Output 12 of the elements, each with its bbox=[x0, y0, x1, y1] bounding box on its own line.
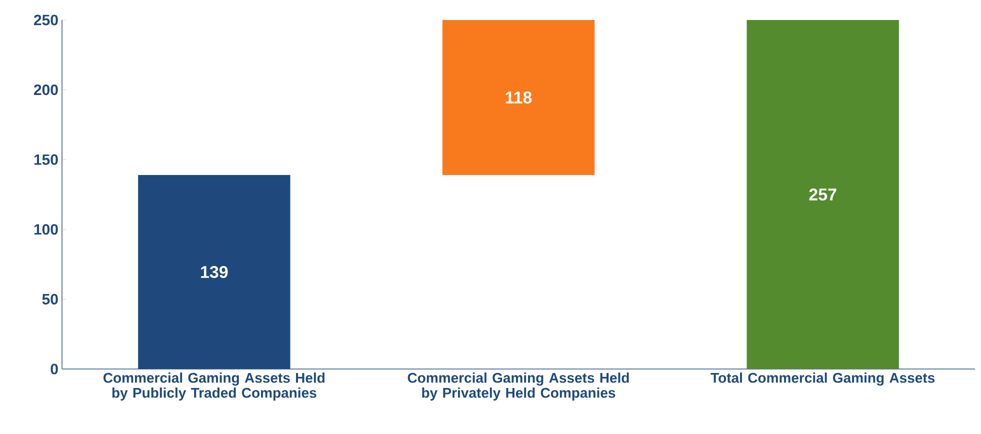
data-label: 257 bbox=[809, 188, 836, 201]
x-tick-label: Commercial Gaming Assets Held by Privately Held Companies bbox=[408, 372, 629, 401]
y-tick-label: 100 bbox=[34, 224, 58, 235]
y-tick-label: 0 bbox=[50, 364, 58, 374]
y-tick-label: 50 bbox=[42, 294, 58, 305]
data-label: 118 bbox=[506, 91, 532, 104]
x-tick-label: Total Commercial Gaming Assets bbox=[710, 372, 935, 386]
data-label: 139 bbox=[201, 266, 228, 278]
y-tick-label: 150 bbox=[34, 154, 58, 165]
y-tick-label: 200 bbox=[34, 84, 58, 96]
x-tick-label: Commercial Gaming Assets Held by Publicly Traded Companies bbox=[103, 372, 324, 401]
y-tick-label: 250 bbox=[34, 14, 58, 26]
